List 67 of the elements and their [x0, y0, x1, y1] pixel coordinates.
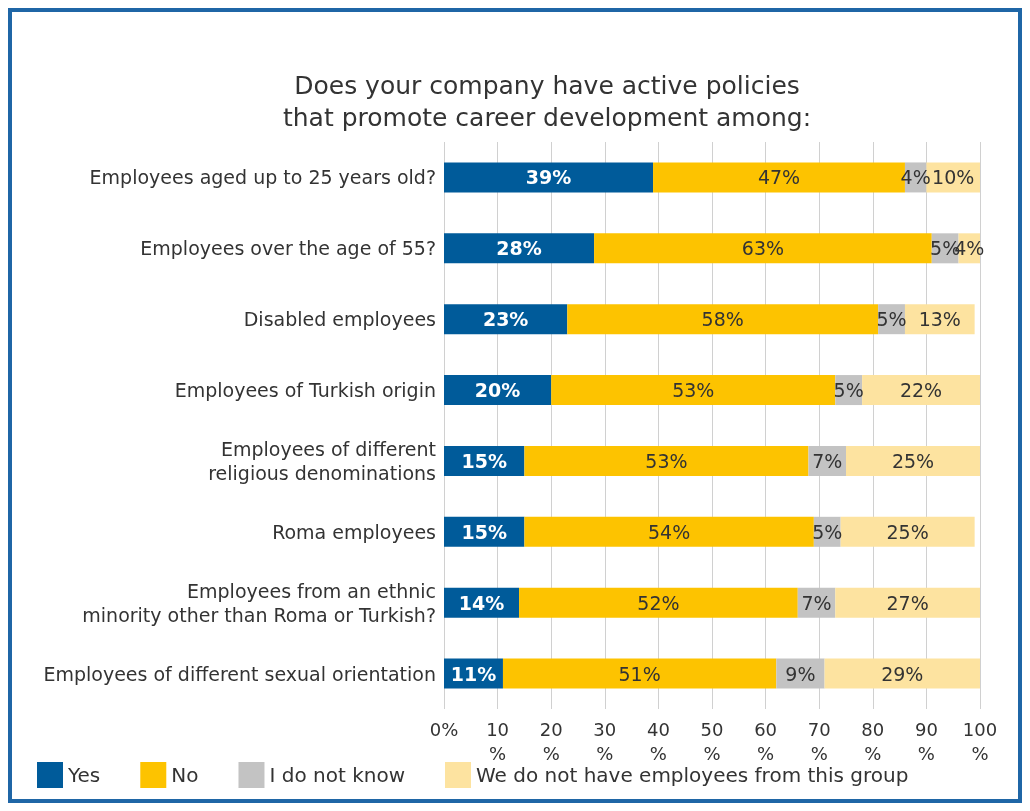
legend-label: We do not have employees from this group — [475, 763, 909, 787]
data-label: 52% — [637, 591, 680, 614]
x-tick-label: 30% — [593, 718, 617, 764]
y-tick-label: Employees of different sexual orientation — [43, 662, 436, 685]
y-tick-label: Employees aged up to 25 years old? — [89, 166, 436, 189]
data-label: 7% — [801, 591, 832, 614]
y-tick-label: Employees over the age of 55? — [140, 237, 436, 260]
bar — [551, 375, 836, 406]
data-label: 11% — [450, 662, 497, 685]
bar — [824, 658, 980, 689]
bar — [502, 658, 777, 689]
data-label: 39% — [525, 166, 572, 189]
data-label: 54% — [648, 520, 691, 543]
x-tick-label: 50% — [700, 718, 724, 764]
y-tick-label: Employees of Turkish origin — [174, 379, 436, 402]
data-label: 15% — [461, 520, 507, 543]
data-label: 5% — [833, 379, 864, 402]
data-label: 63% — [741, 237, 785, 260]
data-label: 53% — [672, 379, 715, 402]
legend-label: I do not know — [269, 763, 405, 787]
data-label: 9% — [785, 662, 816, 685]
chart-title: Does your company have active policies that promote career development among: — [282, 70, 812, 132]
data-label: 47% — [757, 166, 801, 189]
x-tick-label: 10% — [486, 718, 510, 764]
y-tick-label: Employees of different religious denominations — [208, 437, 436, 484]
data-label: 20% — [474, 379, 521, 402]
x-tick-label: 80% — [861, 718, 885, 764]
data-label: 10% — [932, 166, 975, 189]
data-label: 53% — [645, 449, 688, 472]
data-label: 25% — [886, 520, 929, 543]
x-tick-label: 100% — [962, 718, 998, 764]
bar — [444, 304, 568, 335]
data-label: 13% — [918, 308, 961, 331]
data-label: 7% — [812, 449, 843, 472]
data-label: 28% — [496, 237, 542, 260]
x-tick-label: 20% — [539, 718, 563, 764]
x-tick-label: 0% — [429, 718, 459, 740]
bar — [444, 162, 654, 193]
data-label: 23% — [482, 308, 529, 331]
data-label: 27% — [886, 591, 929, 614]
bar — [846, 445, 980, 476]
bar — [840, 516, 975, 547]
legend-label: Yes — [67, 763, 101, 787]
y-tick-label: Roma employees — [272, 520, 436, 543]
bar — [594, 233, 932, 264]
bar — [862, 375, 980, 406]
x-tick-label: 60% — [754, 718, 778, 764]
data-label: 29% — [881, 662, 924, 685]
data-label: 58% — [701, 308, 744, 331]
legend-label: No — [171, 763, 199, 787]
x-tick-label: 90% — [914, 718, 938, 764]
x-tick-label: 40% — [646, 718, 670, 764]
bar — [524, 445, 809, 476]
x-tick-label: 70% — [807, 718, 831, 764]
data-label: 15% — [461, 449, 507, 472]
bar — [567, 304, 879, 335]
bar — [519, 587, 798, 618]
data-label: 51% — [618, 662, 661, 685]
y-tick-label: Disabled employees — [243, 308, 436, 331]
data-label: 25% — [891, 449, 935, 472]
bar — [444, 233, 595, 264]
bar — [835, 587, 980, 618]
y-tick-label: Employees from an ethnic minority other than Roma or Turkish? — [82, 579, 436, 626]
data-label: 5% — [876, 308, 907, 331]
bar — [524, 516, 814, 547]
data-label: 22% — [899, 379, 943, 402]
data-label: 14% — [458, 591, 505, 614]
